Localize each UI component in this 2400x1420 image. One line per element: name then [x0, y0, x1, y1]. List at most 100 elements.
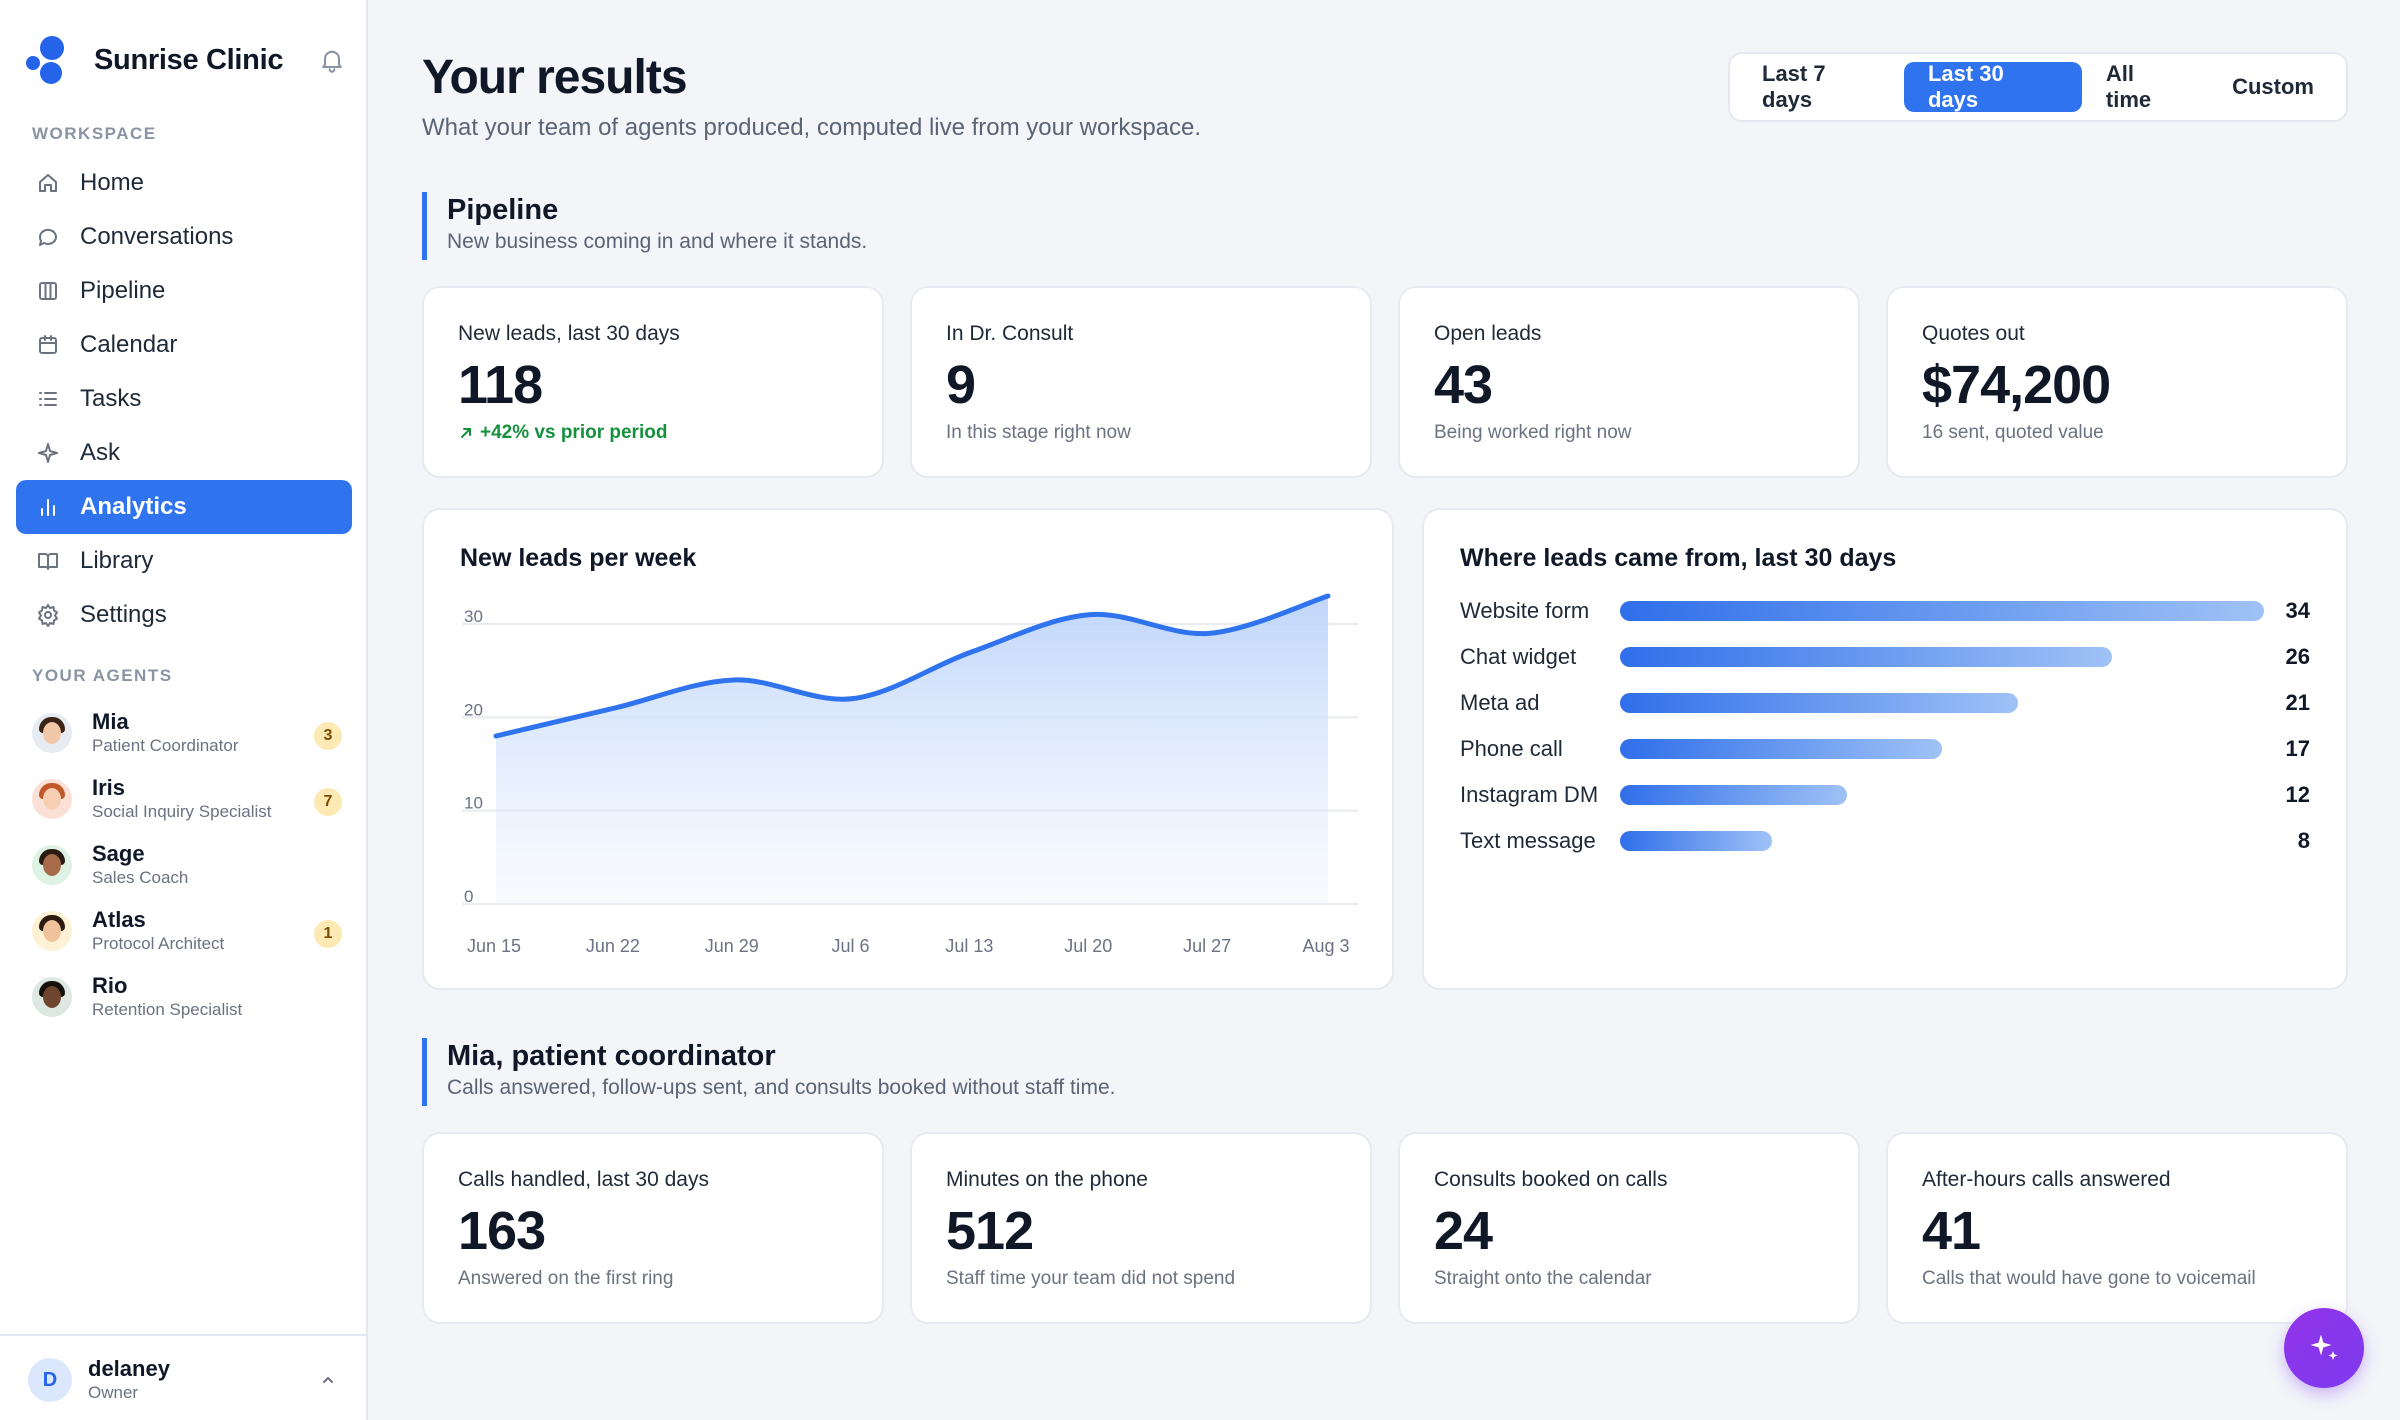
- sidebar-item-home[interactable]: Home: [16, 156, 352, 210]
- bell-icon[interactable]: [318, 46, 346, 74]
- source-bar: [1620, 601, 2264, 621]
- section-subtitle: Calls answered, follow-ups sent, and con…: [447, 1076, 1116, 1099]
- ai-assistant-button[interactable]: [2284, 1308, 2364, 1388]
- source-label: Instagram DM: [1460, 782, 1599, 807]
- stat-value: 43: [1434, 355, 1493, 415]
- sidebar-item-tasks[interactable]: Tasks: [16, 372, 352, 426]
- user-menu[interactable]: D delaney Owner: [0, 1334, 366, 1420]
- chart-card-lead-sources: Where leads came from, last 30 days Webs…: [1422, 508, 2348, 990]
- bar-track: [1620, 693, 2270, 713]
- agent-item-iris[interactable]: Iris Social Inquiry Specialist 7: [32, 766, 342, 832]
- range-all-time[interactable]: All time: [2105, 61, 2152, 112]
- source-value: 26: [2285, 644, 2310, 669]
- sparkle-icon: [2310, 1334, 2338, 1360]
- book-icon: [38, 553, 58, 570]
- stat-label: Quotes out: [1922, 322, 2025, 345]
- count-badge: 7: [314, 788, 342, 816]
- sidebar-item-label: Ask: [80, 439, 121, 466]
- source-label: Phone call: [1460, 736, 1563, 761]
- chart-title: Where leads came from, last 30 days: [1460, 544, 1897, 572]
- chart-title: New leads per week: [460, 544, 697, 572]
- sidebar-item-label: Settings: [80, 601, 167, 628]
- source-bar: [1620, 785, 1848, 805]
- stat-label: Open leads: [1434, 322, 1542, 345]
- sidebar-item-ask[interactable]: Ask: [16, 426, 352, 480]
- bar-track: [1620, 831, 2270, 851]
- stat-card-calls-handled: Calls handled, last 30 days 163 Answered…: [422, 1132, 884, 1324]
- x-tick-label: Aug 3: [1302, 936, 1349, 956]
- avatar: [32, 779, 72, 819]
- source-value: 34: [2285, 598, 2310, 623]
- sidebar-item-settings[interactable]: Settings: [16, 588, 352, 642]
- source-row: Phone call 17: [1460, 726, 2310, 772]
- stat-card-new-leads: New leads, last 30 days 118 +42% vs prio…: [422, 286, 884, 478]
- agent-role: Patient Coordinator: [92, 736, 239, 755]
- x-tick-label: Jul 6: [832, 936, 870, 956]
- page-subtitle: What your team of agents produced, compu…: [422, 114, 1202, 141]
- y-tick-label: 20: [464, 700, 483, 719]
- sidebar-item-analytics[interactable]: Analytics: [16, 480, 352, 534]
- x-tick-label: Jun 29: [705, 936, 759, 956]
- source-row: Text message 8: [1460, 818, 2310, 864]
- brand-logo: [26, 36, 72, 84]
- stat-card-consults-booked: Consults booked on calls 24 Straight ont…: [1398, 1132, 1860, 1324]
- series-area: [496, 596, 1328, 904]
- sidebar-item-calendar[interactable]: Calendar: [16, 318, 352, 372]
- sidebar-item-label: Tasks: [80, 385, 142, 412]
- source-row: Website form 34: [1460, 588, 2310, 634]
- source-bar: [1620, 831, 1772, 851]
- calendar-icon: [39, 335, 57, 354]
- brand-name: Sunrise Clinic: [94, 43, 284, 76]
- source-bar: [1620, 739, 1942, 759]
- stat-card-quotes-out: Quotes out $74,200 16 sent, quoted value: [1886, 286, 2348, 478]
- sidebar-item-label: Home: [80, 169, 145, 196]
- agent-name: Iris: [92, 775, 126, 800]
- chevron-up-icon[interactable]: [320, 1372, 336, 1388]
- sidebar-item-library[interactable]: Library: [16, 534, 352, 588]
- stat-value: $74,200: [1922, 355, 2111, 415]
- main-content: Your results What your team of agents pr…: [368, 0, 2400, 1420]
- range-custom[interactable]: Custom: [2232, 74, 2314, 99]
- stat-subtext: Staff time your team did not spend: [946, 1268, 1236, 1289]
- source-bar: [1620, 693, 2018, 713]
- count-badge: 3: [314, 722, 342, 750]
- stat-label: In Dr. Consult: [946, 322, 1074, 345]
- stat-subtext: 16 sent, quoted value: [1922, 422, 2104, 443]
- y-tick-label: 30: [464, 607, 483, 626]
- stat-card-minutes-on-phone: Minutes on the phone 512 Staff time your…: [910, 1132, 1372, 1324]
- range-last-30-days[interactable]: Last 30 days: [1903, 61, 2082, 112]
- stat-subtext: Calls that would have gone to voicemail: [1922, 1268, 2256, 1289]
- agent-item-atlas[interactable]: Atlas Protocol Architect 1: [32, 898, 342, 964]
- source-label: Website form: [1460, 598, 1590, 623]
- leads-per-week-chart: 0 10 20 30 Jun 15 Jun 22 Jun 29 Jul 6 Jul 13 Jul …: [462, 593, 1358, 956]
- source-row: Meta ad 21: [1460, 680, 2310, 726]
- stat-label: Calls handled, last 30 days: [458, 1168, 709, 1191]
- home-icon: [39, 174, 57, 192]
- sparkle-icon: [38, 443, 58, 463]
- agent-role: Sales Coach: [92, 868, 189, 887]
- agent-name: Mia: [92, 709, 129, 734]
- sidebar-item-pipeline[interactable]: Pipeline: [16, 264, 352, 318]
- agent-item-rio[interactable]: Rio Retention Specialist: [32, 964, 342, 1030]
- source-value: 17: [2285, 736, 2310, 761]
- mia-section-header: Mia, patient coordinator Calls answered,…: [422, 1038, 1115, 1106]
- avatar: [32, 977, 72, 1017]
- sidebar-item-label: Library: [80, 547, 154, 574]
- agent-item-sage[interactable]: Sage Sales Coach: [32, 832, 342, 898]
- gear-icon: [38, 604, 58, 627]
- sidebar-item-conversations[interactable]: Conversations: [16, 210, 352, 264]
- stat-card-after-hours-calls: After-hours calls answered 41 Calls that…: [1886, 1132, 2348, 1324]
- count-badge: 1: [314, 920, 342, 948]
- stat-card-open-leads: Open leads 43 Being worked right now: [1398, 286, 1860, 478]
- bar-chart-icon: [41, 499, 55, 516]
- y-tick-label: 10: [464, 794, 483, 813]
- agent-name: Atlas: [92, 907, 146, 932]
- x-tick-label: Jun 22: [586, 936, 640, 956]
- sidebar-item-label: Calendar: [80, 331, 178, 358]
- bar-track: [1620, 739, 2270, 759]
- bar-track: [1620, 785, 2270, 805]
- stat-value: 118: [458, 355, 543, 415]
- agent-item-mia[interactable]: Mia Patient Coordinator 3: [32, 700, 342, 766]
- user-avatar: D: [28, 1358, 72, 1402]
- range-last-7-days[interactable]: Last 7 days: [1762, 61, 1826, 112]
